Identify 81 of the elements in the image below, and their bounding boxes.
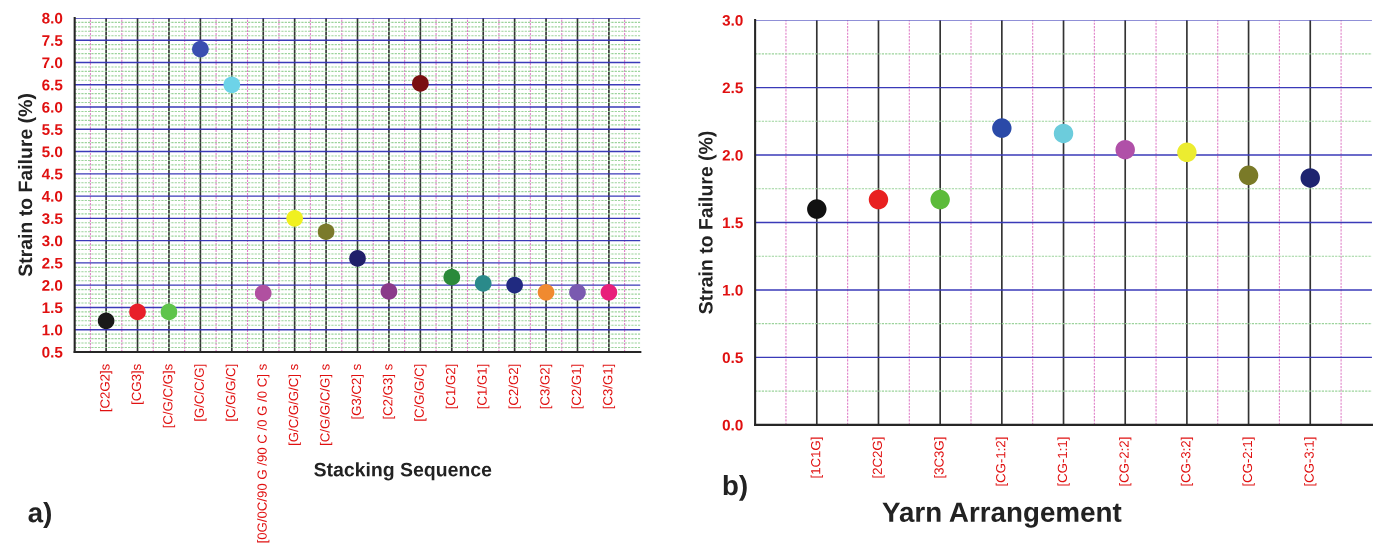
y-tick-label: 3.0 — [722, 15, 743, 26]
point — [349, 250, 366, 267]
text: a) — [28, 502, 51, 528]
point — [380, 283, 398, 300]
point — [412, 75, 429, 92]
y-tick-label: 1.5 — [42, 302, 63, 314]
x-tick-label: [C2/G3] s — [382, 364, 396, 419]
y-tick-label: 0.5 — [722, 352, 743, 364]
x-tick-label: [3C3G] — [934, 437, 947, 478]
x-tick-label: [C/G/C/G]s — [162, 364, 176, 428]
point — [1177, 142, 1197, 163]
point — [1115, 139, 1135, 160]
y-tick-label: 2.0 — [722, 149, 743, 161]
x-tick-label: [CG-3:2] — [1180, 437, 1194, 486]
point — [286, 210, 303, 227]
y-tick-label: 7.0 — [42, 57, 63, 69]
point — [192, 40, 209, 58]
y-tick-label: 2.0 — [42, 280, 63, 291]
point — [474, 275, 492, 292]
point — [254, 284, 272, 302]
point — [317, 223, 335, 241]
x-tick-label: [CG-1:1] — [1057, 437, 1070, 486]
y-tick-label: 4.0 — [41, 190, 63, 202]
x-tick-label: [2C2G] — [872, 437, 885, 478]
y-tick-label: 1.0 — [723, 284, 743, 296]
x-tick-label: [1C1G] — [810, 437, 823, 478]
point — [569, 283, 586, 301]
x-tick-label: [C2/G1] — [571, 364, 584, 409]
point — [443, 268, 461, 286]
y-tick-label: 5.0 — [42, 146, 63, 158]
y-tick-label: 0.5 — [42, 346, 63, 358]
y-tick-label: 5.5 — [42, 124, 63, 135]
x-tick-label: [CG-1:2] — [995, 437, 1008, 486]
point — [600, 283, 618, 301]
y-tick-label: 0.0 — [722, 419, 743, 431]
y-tick-label: 6.0 — [42, 101, 63, 113]
x-tick-label: [CG-2:1] — [1242, 437, 1255, 486]
point — [1238, 165, 1259, 185]
x-tick-label: [G/C/G/G/C] s — [288, 364, 301, 445]
point — [1300, 168, 1320, 188]
x-tick-label: [G/C/C/G] — [194, 364, 207, 421]
y-tick-label: 1.0 — [42, 324, 63, 336]
x-tick-label: [0G/0C/90 G /90 C /0 G /0 C] s — [257, 364, 270, 543]
x-tick-label: [CG-2:2] — [1119, 437, 1132, 486]
x-tick-label: [C1/G1] — [477, 364, 490, 409]
y-tick-label: 2.5 — [722, 82, 743, 94]
x-tick-label: [CG-3:1] — [1304, 437, 1317, 486]
x-tick-label: [CG3]s — [131, 364, 144, 404]
y-tick-label: 2.5 — [42, 257, 63, 269]
point — [506, 276, 523, 294]
point — [129, 303, 146, 321]
y-tick-label: 4.5 — [41, 168, 63, 180]
y-tick-label: 3.5 — [41, 213, 63, 225]
point — [930, 189, 950, 210]
y-tick-label: 1.5 — [723, 217, 743, 229]
x-tick-label: [C/G/G/C/G] s — [319, 364, 333, 445]
point — [992, 118, 1012, 138]
x-axis-title: Stacking Sequence — [314, 462, 492, 481]
point — [1053, 123, 1074, 144]
y-tick-label: 3.0 — [41, 235, 63, 247]
x-tick-label: [C3/G1] — [602, 364, 616, 409]
x-axis-title: Yarn Arrangement — [882, 502, 1122, 528]
x-tick-label: [C2G2]s — [99, 364, 113, 412]
y-tick-label: 8.0 — [42, 12, 63, 24]
point — [868, 189, 889, 210]
x-tick-label: [C3/G2] — [539, 364, 553, 409]
y-axis-title: Strain to Failure (%) — [698, 131, 717, 314]
point — [807, 199, 827, 219]
x-tick-label: [G3/C2] s — [351, 364, 364, 419]
text: b) — [723, 474, 747, 501]
y-tick-label: 6.5 — [42, 79, 63, 91]
x-tick-label: [C1/G2] — [445, 364, 458, 409]
point — [160, 303, 178, 321]
x-tick-label: [C/G/G/C] — [414, 364, 427, 421]
x-tick-label: [C2/G2] — [508, 364, 521, 409]
point — [223, 76, 241, 94]
point — [537, 283, 555, 301]
x-tick-label: [C/G/G/C] — [225, 364, 238, 421]
y-tick-label: 7.5 — [42, 35, 63, 46]
point — [97, 312, 115, 330]
y-axis-title: Strain to Failure (%) — [17, 94, 37, 277]
